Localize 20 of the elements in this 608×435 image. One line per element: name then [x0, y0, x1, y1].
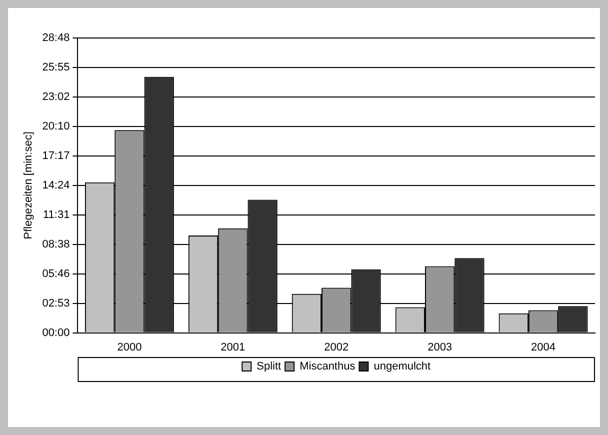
y-tick-label: 23:02 — [42, 90, 70, 103]
y-tick-label: 17:17 — [42, 150, 70, 162]
y-axis-title: Pflegezeiten [min:sec] — [22, 132, 35, 240]
x-tick-label: 2001 — [220, 341, 246, 354]
y-tick-label: 00:00 — [42, 326, 70, 339]
y-tick-label: 05:46 — [42, 268, 70, 280]
y-tick-label: 11:31 — [43, 208, 70, 221]
x-tick-label: 2000 — [117, 341, 142, 354]
y-tick-label: 14:24 — [42, 179, 70, 192]
y-tick-label: 08:38 — [42, 238, 70, 250]
y-tick-label: 02:53 — [42, 297, 70, 310]
legend-label: Miscanthus — [300, 360, 356, 373]
y-tick-label: 20:10 — [42, 120, 70, 132]
x-tick-label: 2002 — [324, 341, 349, 354]
x-tick-label: 2003 — [428, 341, 452, 354]
x-tick-label: 2004 — [531, 341, 556, 354]
legend-label: Splitt — [256, 360, 282, 373]
y-tick-label: 25:55 — [42, 62, 70, 74]
y-tick-label: 28:48 — [42, 32, 70, 44]
legend-label: ungemulcht — [374, 360, 431, 373]
